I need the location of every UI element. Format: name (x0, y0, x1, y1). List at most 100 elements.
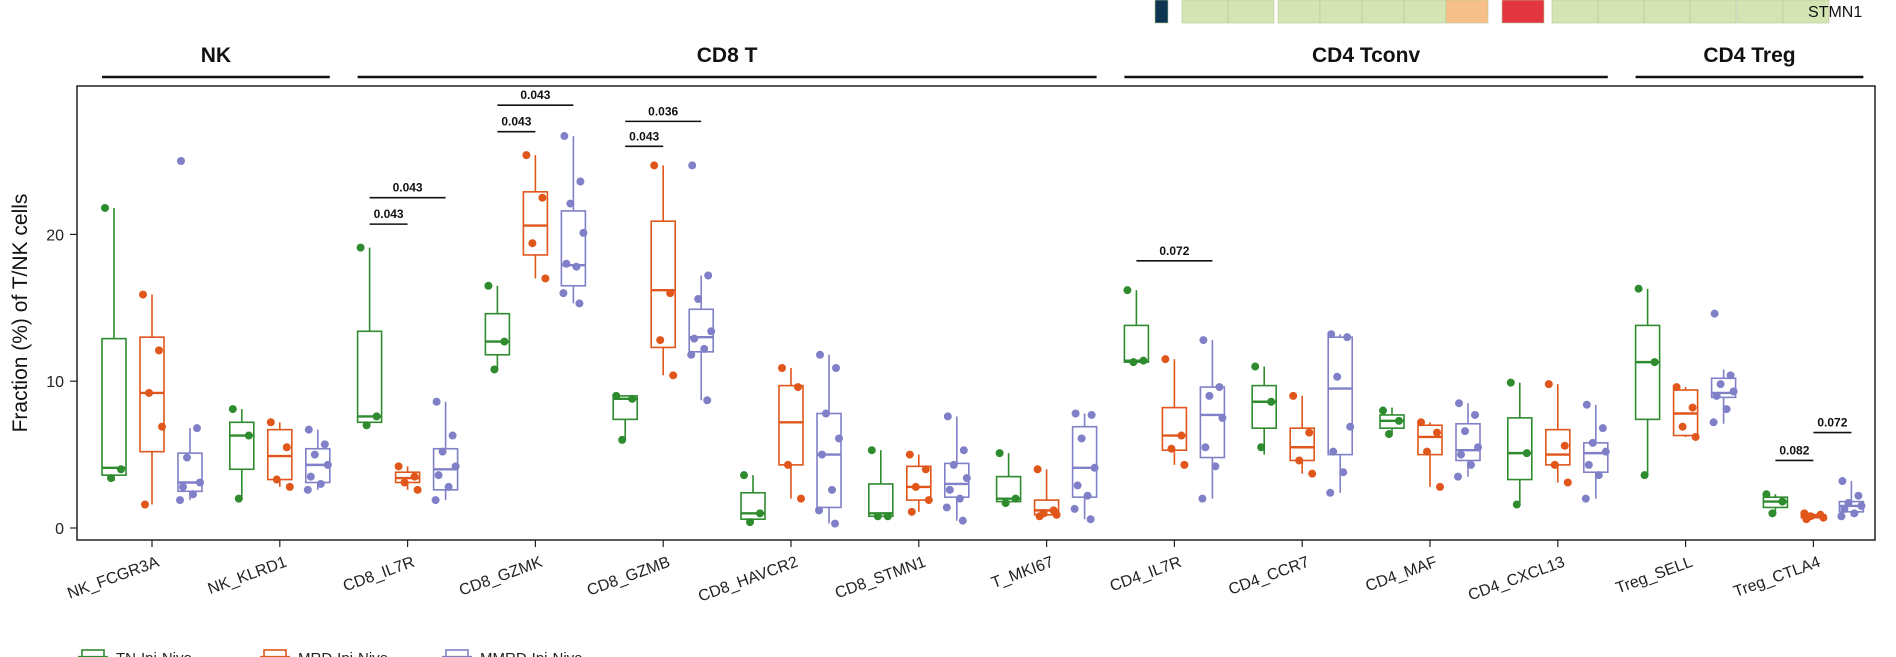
data-point (1471, 410, 1479, 419)
data-point (500, 337, 509, 346)
box-iqr (1455, 422, 1481, 462)
data-point (666, 289, 675, 298)
data-point (1467, 460, 1475, 469)
box-iqr (484, 312, 511, 356)
data-point (1778, 497, 1787, 506)
y-tick-label: 20 (46, 227, 64, 244)
heatmap-cell (1181, 0, 1229, 24)
data-point (306, 472, 315, 481)
data-point (522, 151, 531, 160)
data-point (1716, 380, 1725, 389)
box-iqr (1199, 386, 1226, 459)
data-point (832, 363, 840, 372)
comparison-pvalue: 0.043 (520, 88, 550, 102)
data-point (1436, 482, 1444, 491)
data-point (949, 460, 958, 469)
significance-brackets: 0.043 0.043 0.043 0.043 0.043 0.036 0.072 0.082… (369, 88, 1852, 462)
box-iqr (1161, 406, 1188, 451)
data-point (1289, 391, 1298, 400)
heatmap-cell (1551, 0, 1599, 24)
heatmap-strip (1154, 0, 1830, 24)
heatmap-cell (1361, 0, 1405, 24)
heatmap-cell (1227, 0, 1275, 24)
data-point (304, 425, 313, 434)
data-point (703, 396, 712, 405)
data-point (1308, 469, 1317, 478)
group-label: CD4 Tconv (1312, 44, 1420, 67)
data-point (784, 460, 792, 469)
x-tick-label: CD4_MAF (1363, 554, 1439, 596)
box-iqr (1710, 377, 1737, 399)
data-point (193, 424, 201, 433)
data-point (1802, 515, 1811, 524)
data-point (1650, 358, 1659, 367)
data-point (1326, 488, 1335, 497)
data-point (1722, 405, 1731, 414)
heatmap-cell (1277, 0, 1321, 24)
box-iqr (356, 330, 383, 424)
box-iqr (740, 491, 766, 520)
box-iqr (1507, 417, 1533, 481)
data-point (1601, 447, 1610, 456)
data-point (1199, 336, 1208, 345)
data-point (484, 281, 493, 290)
data-point (618, 435, 627, 444)
heatmap-cell (1689, 0, 1737, 24)
data-point (1709, 418, 1718, 427)
data-point (1417, 418, 1425, 427)
comparison-pvalue: 0.043 (501, 115, 531, 129)
data-point (1201, 443, 1210, 452)
data-point (1726, 371, 1735, 380)
box-iqr (612, 395, 639, 421)
heatmap-cell (1403, 0, 1447, 24)
x-tick-label: T_MKI67 (989, 554, 1056, 592)
data-point (959, 446, 968, 455)
data-point (372, 412, 381, 421)
data-point (831, 519, 839, 528)
data-point (303, 485, 312, 494)
data-point (905, 450, 914, 459)
heatmap-cell (1501, 0, 1545, 24)
legend-label: MRD-Ipi-Nivo (298, 650, 388, 657)
data-point (612, 391, 621, 400)
data-point (1161, 355, 1170, 364)
data-point (1215, 383, 1224, 392)
heatmap-cell (1736, 0, 1784, 24)
data-point (1474, 443, 1482, 452)
x-tick-label: CD8_IL7R (341, 554, 417, 596)
data-point (1167, 444, 1176, 453)
data-point (700, 344, 709, 353)
y-axis-title: Fraction (%) of T/NK cells (9, 194, 32, 433)
data-point (538, 193, 547, 202)
box-iqr (139, 336, 165, 453)
data-point (177, 157, 185, 165)
data-point (687, 350, 696, 359)
data-point (158, 422, 166, 431)
data-point (828, 485, 836, 494)
comparison-pvalue: 0.036 (648, 104, 678, 118)
data-point (1205, 391, 1214, 400)
data-point (431, 496, 440, 505)
data-point (1052, 510, 1061, 519)
comparison-pvalue: 0.043 (629, 129, 659, 143)
data-point (541, 274, 550, 283)
data-point (1506, 378, 1515, 387)
data-point (1011, 494, 1020, 503)
data-point (1385, 430, 1393, 439)
data-point (1672, 383, 1681, 392)
data-point (822, 409, 830, 418)
data-point (1710, 309, 1719, 318)
data-point (356, 243, 365, 252)
data-point (1327, 330, 1336, 339)
box-iqr (1123, 324, 1150, 363)
data-point (1177, 431, 1186, 440)
data-point (1588, 438, 1597, 447)
data-point (1454, 472, 1462, 481)
data-point (1691, 432, 1700, 441)
points (101, 132, 1866, 528)
data-point (432, 397, 441, 406)
box-iqr (560, 210, 587, 287)
data-point (285, 482, 294, 491)
data-point (1840, 504, 1849, 513)
